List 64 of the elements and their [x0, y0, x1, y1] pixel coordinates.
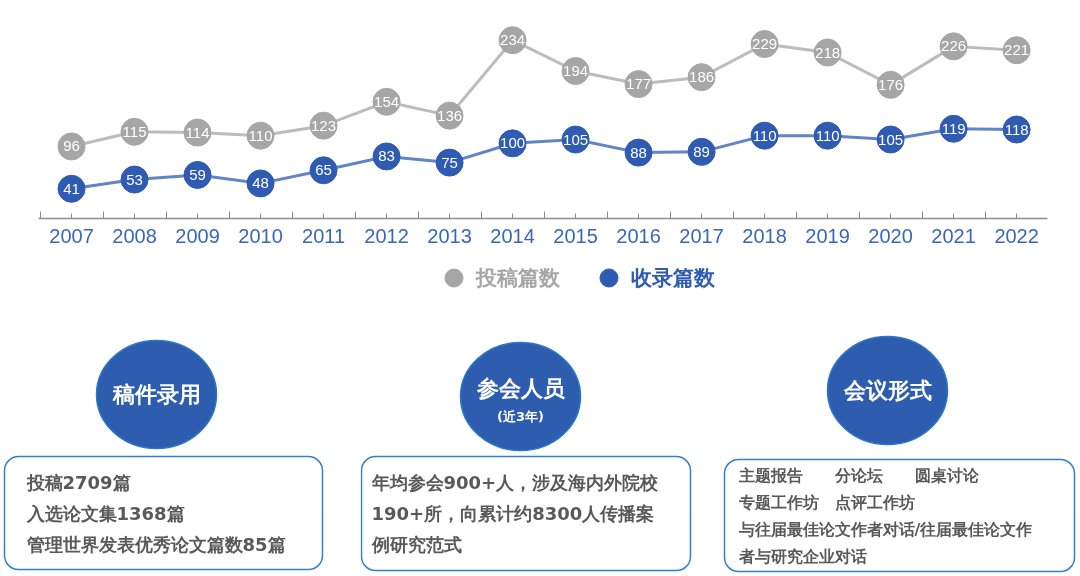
data-label: 105 [563, 130, 589, 148]
data-label: 186 [689, 68, 715, 86]
data-label: 96 [63, 137, 80, 155]
x-tick-label: 2021 [931, 224, 976, 247]
x-tick-label: 2007 [49, 224, 94, 247]
legend-label: 收录篇数 [630, 264, 715, 292]
x-tick-label: 2011 [302, 224, 346, 247]
data-label: 229 [752, 35, 778, 53]
data-label: 154 [374, 92, 400, 110]
data-label: 41 [63, 179, 80, 197]
data-label: 110 [752, 126, 777, 144]
text: 主题报告 分论坛 圆桌讨论 [737, 465, 980, 485]
data-label: 48 [252, 174, 269, 192]
data-label: 115 [122, 122, 147, 140]
text: (近3年) [497, 409, 544, 424]
data-label: 83 [378, 147, 395, 165]
text: 管理世界发表优秀论文篇数85篇 [25, 533, 286, 555]
x-tick-label: 2015 [553, 224, 598, 247]
text: 与往届最佳论文作者对话/往届最佳论文作 [737, 519, 1033, 539]
data-label: 75 [441, 153, 458, 171]
x-tick-label: 2009 [175, 224, 220, 247]
x-tick-label: 2014 [490, 224, 535, 247]
data-label: 114 [185, 123, 210, 141]
text: 者与研究企业对话 [737, 546, 867, 566]
text: 入选论文集1368篇 [25, 502, 185, 524]
data-label: 177 [626, 75, 652, 93]
text: 年均参会900+人，涉及海内外院校 [370, 472, 660, 493]
text: 例研究范式 [370, 534, 462, 555]
x-tick-label: 2012 [364, 224, 409, 247]
x-tick-label: 2013 [427, 224, 472, 247]
data-label: 176 [878, 75, 904, 93]
data-label: 194 [563, 62, 589, 80]
x-tick-label: 2010 [238, 224, 283, 247]
x-tick-label: 2016 [616, 224, 661, 247]
x-tick-label: 2020 [868, 224, 913, 247]
data-label: 100 [500, 134, 526, 152]
x-tick-label: 2022 [994, 224, 1039, 247]
data-label: 136 [437, 106, 463, 124]
data-label: 89 [693, 142, 710, 160]
legend-label: 投稿篇数 [475, 264, 560, 292]
x-tick-label: 2019 [805, 224, 850, 247]
data-label: 53 [126, 170, 143, 188]
text: 投稿2709篇 [25, 471, 131, 493]
data-label: 226 [941, 37, 967, 55]
x-tick-label: 2017 [679, 224, 724, 247]
data-label: 65 [315, 161, 332, 179]
x-tick-label: 2018 [742, 224, 787, 247]
data-label: 118 [1004, 120, 1029, 138]
text: 参会人员 [475, 376, 566, 401]
data-label: 105 [878, 130, 904, 148]
text: 会议形式 [842, 378, 932, 403]
text: 稿件录用 [111, 382, 201, 407]
data-label: 88 [630, 143, 647, 161]
data-label: 234 [500, 31, 526, 49]
data-label: 110 [248, 126, 273, 144]
data-label: 218 [815, 43, 841, 61]
data-label: 221 [1004, 41, 1030, 59]
data-label: 110 [815, 126, 840, 144]
data-label: 59 [189, 165, 206, 183]
text: 190+所，向累计约8300人传播案 [371, 503, 655, 524]
text: 专题工作坊 点评工作坊 [737, 492, 915, 512]
data-label: 123 [311, 116, 337, 134]
data-label: 119 [941, 119, 966, 137]
x-tick-label: 2008 [112, 224, 157, 247]
